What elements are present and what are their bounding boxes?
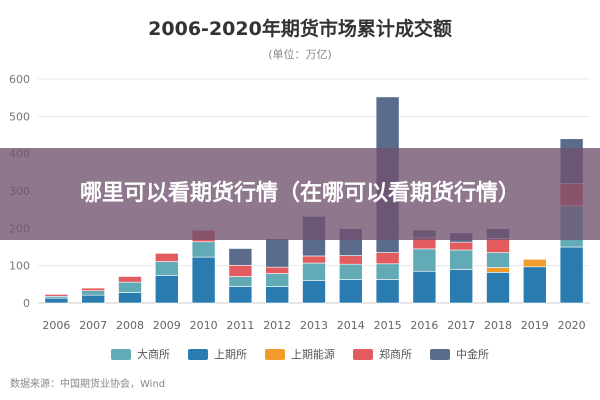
bar-segment (81, 294, 105, 304)
bar-segment (522, 266, 547, 304)
x-tick-label: 2019 (521, 319, 549, 332)
bar-segment (118, 276, 142, 283)
x-tick-label: 2018 (484, 319, 512, 332)
chart-subtitle: (单位：万亿) (268, 48, 332, 61)
legend-swatch-shfe (188, 348, 208, 360)
legend-label-cffex: 中金所 (456, 348, 489, 361)
bar-segment (44, 294, 69, 297)
x-tick-label: 2017 (447, 319, 475, 332)
legend-swatch-ine (265, 348, 285, 360)
bar-segment (375, 263, 400, 280)
legend-swatch-zce (353, 348, 373, 360)
y-tick-label: 0 (23, 297, 30, 310)
bar-segment (265, 286, 290, 304)
bar-segment (228, 248, 253, 266)
bar-segment (191, 256, 216, 304)
x-tick-label: 2008 (116, 319, 144, 332)
bar-segment (302, 280, 326, 304)
bar-segment (191, 241, 216, 258)
bar-segment (449, 241, 474, 251)
y-tick-label: 600 (9, 73, 30, 86)
bar-segment (375, 252, 400, 265)
bar-segment (486, 238, 510, 253)
legend-label-shfe: 上期所 (214, 348, 247, 361)
legend-item-cffex: 中金所 (430, 346, 489, 362)
bar-segment (412, 248, 437, 272)
legend-label-dalian: 大商所 (137, 348, 170, 361)
x-tick-label: 2012 (263, 319, 291, 332)
bar-segment (522, 259, 547, 268)
bar-segment (155, 275, 179, 304)
x-tick-label: 2006 (42, 319, 70, 332)
bar-segment (228, 264, 253, 277)
bar-segment (118, 292, 142, 304)
bar-segment (449, 249, 474, 270)
bar-segment (265, 266, 290, 274)
legend-swatch-dalian (111, 348, 131, 360)
bar-segment (265, 273, 290, 287)
bar-segment (44, 297, 69, 304)
chart-title: 2006-2020年期货市场累计成交额 (148, 18, 452, 40)
bar-segment (375, 279, 400, 304)
bar-segment (338, 279, 363, 304)
bar-segment (228, 286, 253, 304)
source-note: 数据来源：中国期货业协会，Wind (10, 379, 166, 390)
bar-segment (302, 255, 326, 264)
x-tick-label: 2013 (300, 319, 328, 332)
y-tick-label: 500 (9, 110, 30, 123)
bar-segment (155, 261, 179, 276)
x-tick-label: 2020 (558, 319, 586, 332)
x-tick-label: 2016 (410, 319, 438, 332)
x-tick-label: 2007 (79, 319, 107, 332)
bar-segment (486, 252, 510, 268)
bar-segment (486, 267, 510, 273)
x-tick-label: 2014 (337, 319, 365, 332)
bar-segment (486, 272, 510, 304)
legend-item-zce: 郑商所 (353, 346, 412, 362)
overlay-banner: 哪里可以看期货行情（在哪可以看期货行情） (0, 148, 600, 240)
x-tick-label: 2010 (190, 319, 218, 332)
bar-segment (449, 269, 474, 304)
y-tick-label: 100 (9, 260, 30, 273)
chart-legend: 大商所 上期所 上期能源 郑商所 中金所 (0, 346, 600, 362)
legend-item-shfe: 上期所 (188, 346, 247, 362)
bar-segment (228, 276, 253, 287)
legend-label-ine: 上期能源 (291, 348, 335, 361)
bar-segment (265, 238, 290, 268)
legend-label-zce: 郑商所 (379, 348, 412, 361)
bar-segment (155, 253, 179, 262)
bar-segment (81, 290, 105, 296)
x-tick-label: 2015 (374, 319, 402, 332)
bar-segment (118, 281, 142, 293)
overlay-title: 哪里可以看期货行情（在哪可以看期货行情） (79, 181, 520, 206)
bar-segment (302, 262, 326, 281)
legend-item-ine: 上期能源 (265, 346, 335, 362)
legend-item-dalian: 大商所 (111, 346, 170, 362)
bar-segment (338, 255, 363, 265)
bar-segment (338, 263, 363, 280)
bar-segment (559, 246, 584, 304)
bar-segment (412, 270, 437, 304)
bar-segment (81, 287, 105, 291)
x-tick-label: 2011 (226, 319, 254, 332)
legend-swatch-cffex (430, 348, 450, 360)
x-tick-label: 2009 (153, 319, 181, 332)
